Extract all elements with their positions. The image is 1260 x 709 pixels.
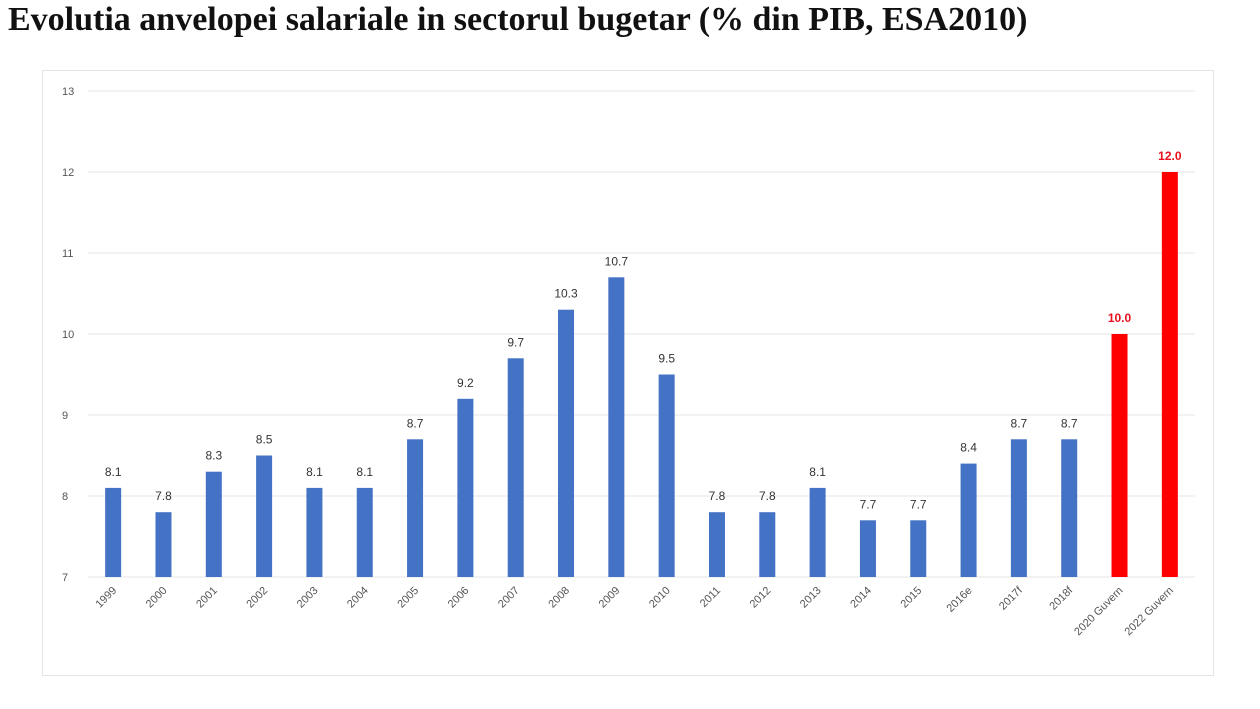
data-label: 8.7 [1011,416,1028,430]
x-tick-label: 2013 [798,585,824,611]
x-tick-label: 2005 [395,585,421,611]
data-label: 8.1 [105,465,122,479]
bar [205,471,222,577]
data-label: 7.8 [759,489,776,503]
bar [1161,172,1178,577]
x-tick-label: 2007 [496,585,522,611]
data-label: 9.5 [658,352,675,366]
bar [859,520,876,577]
bar [155,512,172,577]
bar [809,487,826,577]
data-label: 8.1 [809,465,826,479]
bar [1061,439,1078,577]
bar [608,277,625,577]
bar [1111,334,1128,577]
bar [256,455,273,577]
x-tick-label: 2010 [647,585,673,611]
bar [407,439,424,577]
data-label: 8.1 [356,465,373,479]
bar [507,358,524,577]
x-tick-label: 2004 [345,585,371,611]
data-label: 12.0 [1158,149,1182,163]
x-tick-label: 1999 [93,585,119,611]
y-tick-label: 12 [62,167,74,179]
bar [658,374,675,577]
data-label: 8.3 [205,449,222,463]
data-label: 7.7 [910,497,927,511]
x-tick-label: 2002 [244,585,270,611]
y-tick-label: 7 [62,572,68,584]
x-tick-label: 2016e [945,585,975,615]
page-title: Evolutia anvelopei salariale in sectorul… [8,1,1028,38]
data-label: 7.8 [155,489,172,503]
y-tick-label: 9 [62,410,68,422]
bar [356,487,373,577]
data-label: 10.0 [1108,311,1132,325]
bar [558,309,575,577]
data-label: 10.7 [605,254,629,268]
x-tick-label: 2020 Guvern [1072,585,1125,638]
x-tick-label: 2011 [698,585,723,610]
x-tick-label: 2022 Guvern [1122,585,1175,638]
bar [708,512,725,577]
data-label: 9.7 [507,335,524,349]
data-label: 7.7 [860,497,877,511]
x-tick-label: 2018f [1047,584,1076,613]
y-tick-label: 10 [62,329,74,341]
x-tick-label: 2000 [144,585,170,611]
bar [910,520,927,577]
data-label: 8.7 [407,416,424,430]
x-tick-label: 2008 [546,585,572,611]
y-tick-label: 8 [62,491,68,503]
data-label: 8.7 [1061,416,1078,430]
bar [759,512,776,577]
y-tick-label: 13 [62,86,74,98]
y-tick-label: 11 [62,248,73,260]
bar [1010,439,1027,577]
bar [306,487,323,577]
x-tick-label: 2015 [899,585,925,611]
data-label: 8.1 [306,465,323,479]
x-tick-label: 2012 [748,585,774,611]
bar [105,487,122,577]
bar [960,463,977,577]
data-label: 8.5 [256,433,273,447]
bar [457,398,474,577]
x-tick-label: 2003 [295,585,321,611]
x-tick-label: 2006 [446,585,472,611]
data-label: 7.8 [709,489,726,503]
data-label: 10.3 [554,287,578,301]
x-tick-label: 2014 [848,585,874,611]
data-label: 9.2 [457,376,474,390]
x-tick-label: 2001 [194,585,220,611]
x-tick-label: 2017f [997,584,1026,613]
data-label: 8.4 [960,441,977,455]
x-tick-label: 2009 [597,585,623,611]
